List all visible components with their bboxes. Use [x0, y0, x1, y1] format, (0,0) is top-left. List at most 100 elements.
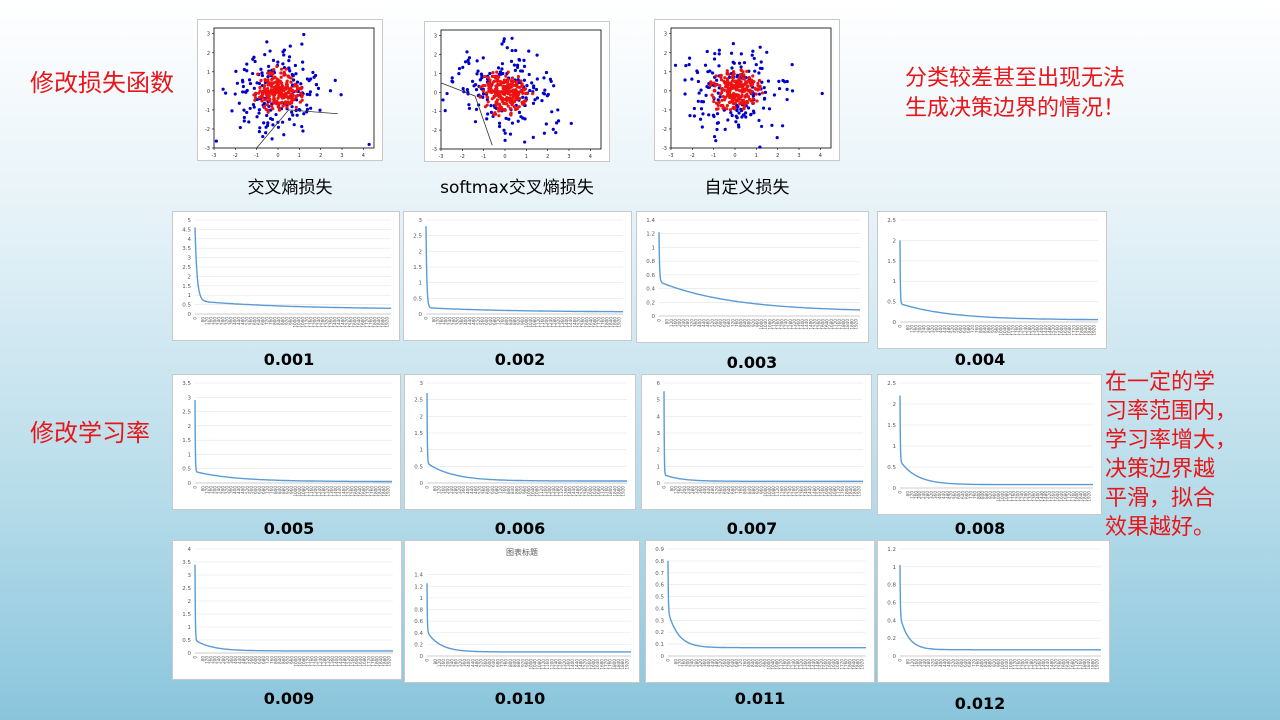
scatter-point-class-a: [711, 71, 715, 75]
scatter-point-class-b: [746, 84, 750, 88]
scatter-point-class-a: [517, 57, 521, 62]
scatter-chart: -3 -2 -1 0 1 2 3 4 -3 -2 -1 0 1 2 3: [205, 27, 375, 159]
x-tick-label: 2: [776, 153, 779, 159]
x-tick-label: 680: [261, 486, 266, 494]
x-tick-label: 1760: [1078, 659, 1083, 670]
x-tick-label: 800: [273, 486, 278, 494]
x-tick-label: 240: [922, 659, 927, 667]
lr-section-label: 修改学习率: [30, 419, 150, 447]
x-tick-label: 1760: [600, 317, 605, 328]
x-tick-label: 1480: [579, 659, 584, 670]
x-tick-label: 80: [906, 325, 911, 331]
x-tick-label: 760: [734, 319, 739, 327]
x-tick-label: 1280: [558, 659, 563, 670]
scatter-point-class-a: [489, 110, 494, 114]
x-tick-label: 1720: [365, 317, 370, 328]
scatter-point-class-a: [457, 66, 462, 71]
x-tick-label: 400: [233, 317, 238, 325]
scatter-point-class-a: [757, 92, 762, 96]
x-tick-label: 160: [441, 659, 446, 667]
x-tick-label: 1040: [771, 659, 776, 670]
x-tick-label: 0: [733, 153, 736, 159]
scatter-point-class-a: [441, 98, 445, 102]
x-tick-label: 80: [201, 486, 206, 492]
x-tick-label: 440: [943, 659, 948, 667]
x-tick-label: 1000: [759, 319, 764, 330]
x-tick-label: 1120: [305, 486, 310, 497]
x-tick-label: 480: [710, 486, 715, 494]
y-tick-label: -1: [205, 108, 210, 114]
x-tick-label: 520: [718, 659, 723, 667]
scatter-point-class-a: [302, 32, 306, 37]
scatter-point-class-a: [443, 108, 447, 113]
x-tick-label: 440: [941, 491, 946, 499]
scatter-point-class-a: [683, 78, 687, 82]
loss-note-line: 生成决策边界的情况！: [905, 96, 1126, 121]
scatter-point-class-a: [717, 64, 721, 68]
x-tick-label: 600: [726, 659, 731, 667]
scatter-point-class-b: [276, 104, 280, 108]
y-tick-label: 0.2: [887, 636, 896, 642]
scatter-point-class-b: [299, 91, 303, 95]
scatter-point-class-a: [281, 50, 285, 54]
x-tick-label: 960: [762, 659, 767, 667]
x-tick-label: 880: [516, 659, 521, 667]
scatter-point-class-a: [703, 63, 708, 67]
scatter-point-class-b: [272, 99, 276, 104]
scatter-point-class-b: [515, 89, 519, 93]
x-tick-label: 720: [730, 319, 735, 327]
y-tick-label: 0.5: [182, 638, 191, 644]
x-tick-label: 280: [453, 486, 458, 494]
y-tick-label: 3: [188, 395, 192, 401]
scatter-point-class-a: [690, 77, 694, 81]
scatter-point-class-b: [279, 75, 283, 79]
scatter-point-class-b: [478, 95, 482, 99]
x-tick-label: 1120: [779, 659, 784, 670]
scatter-point-class-a: [299, 82, 303, 86]
scatter-point-class-b: [754, 87, 758, 91]
scatter-point-class-b: [755, 99, 759, 103]
x-tick-label: 1480: [1049, 659, 1054, 670]
x-tick-label: 1080: [537, 659, 542, 670]
loss-curve: [194, 400, 392, 483]
scatter-point-class-a: [730, 66, 734, 70]
x-tick-label: 920: [758, 659, 763, 667]
loss-curve-panel: 图表标题 0 0.2 0.4 0.6 0.8 1 1.2 1.4 0 80 120 160 200 240 2…: [404, 540, 640, 683]
scatter-point-class-b: [522, 102, 526, 106]
scatter-point-class-b: [265, 103, 269, 107]
x-tick-label: -1: [481, 154, 486, 160]
scatter-point-class-b: [505, 80, 510, 84]
scatter-point-class-b: [503, 108, 507, 112]
x-tick-label: -3: [669, 153, 674, 159]
scatter-point-class-b: [279, 67, 284, 71]
x-tick-label: 880: [984, 491, 989, 499]
scatter-point-class-a: [500, 67, 504, 71]
scatter-point-class-a: [266, 75, 270, 79]
y-tick-label: -2: [432, 128, 437, 134]
x-tick-label: 1560: [587, 659, 592, 670]
x-tick-label: 920: [285, 317, 290, 325]
x-tick-label: 360: [462, 659, 467, 667]
loss-curve: [899, 240, 1098, 321]
scatter-point-class-a: [305, 107, 310, 111]
y-tick-label: 0.5: [887, 465, 896, 471]
scatter-point-class-a: [718, 95, 722, 99]
scatter-point-class-b: [282, 73, 286, 77]
x-tick-label: 480: [474, 659, 479, 667]
scatter-point-class-b: [751, 74, 755, 78]
x-tick-label: 240: [217, 317, 222, 325]
x-tick-label: 160: [440, 317, 445, 325]
scatter-point-class-b: [256, 72, 260, 76]
x-tick-label: 1840: [1083, 325, 1088, 336]
scatter-point-class-a: [500, 62, 505, 66]
x-tick-label: 1760: [608, 659, 613, 670]
x-tick-label: 1160: [1015, 325, 1020, 336]
y-tick-label: 1: [207, 70, 210, 76]
y-tick-label: 0.2: [414, 642, 423, 648]
x-tick-label: 1680: [1063, 491, 1068, 502]
y-tick-label: 2: [419, 249, 423, 255]
scatter-point-class-a: [288, 69, 292, 73]
lr-caption: 0.006: [494, 519, 546, 538]
y-tick-label: 4.5: [182, 227, 191, 233]
